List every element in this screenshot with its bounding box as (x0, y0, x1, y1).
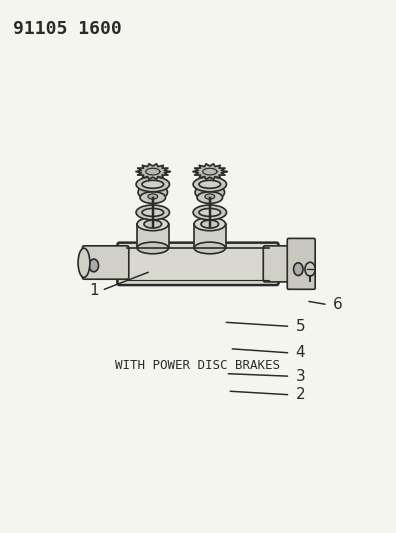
FancyBboxPatch shape (263, 246, 306, 282)
Text: 6: 6 (333, 297, 343, 312)
Ellipse shape (194, 217, 226, 231)
Circle shape (89, 259, 99, 272)
Polygon shape (136, 164, 170, 180)
Ellipse shape (197, 192, 223, 204)
FancyBboxPatch shape (117, 243, 279, 285)
Ellipse shape (205, 194, 215, 199)
Ellipse shape (144, 220, 162, 228)
Text: 1: 1 (90, 283, 99, 298)
Polygon shape (193, 164, 227, 180)
FancyBboxPatch shape (287, 238, 315, 289)
Ellipse shape (142, 180, 164, 188)
Ellipse shape (136, 177, 169, 192)
Ellipse shape (137, 242, 169, 254)
FancyBboxPatch shape (82, 246, 129, 279)
Text: 3: 3 (295, 369, 305, 384)
Text: WITH POWER DISC BRAKES: WITH POWER DISC BRAKES (116, 359, 280, 372)
Bar (194, 224, 226, 248)
Text: 2: 2 (295, 387, 305, 402)
Ellipse shape (140, 192, 166, 204)
Ellipse shape (194, 242, 226, 254)
Ellipse shape (137, 217, 169, 231)
Text: 91105 1600: 91105 1600 (13, 20, 122, 38)
Text: 5: 5 (295, 319, 305, 334)
Ellipse shape (193, 177, 227, 192)
Text: 4: 4 (295, 345, 305, 360)
Ellipse shape (138, 184, 168, 200)
Ellipse shape (199, 180, 221, 188)
Ellipse shape (142, 208, 164, 216)
Ellipse shape (78, 248, 90, 277)
Circle shape (293, 263, 303, 276)
Ellipse shape (193, 205, 227, 220)
Ellipse shape (201, 220, 219, 228)
Ellipse shape (195, 184, 225, 200)
Circle shape (305, 262, 315, 276)
Ellipse shape (136, 205, 169, 220)
Ellipse shape (199, 208, 221, 216)
Bar (137, 224, 169, 248)
Ellipse shape (148, 194, 158, 199)
